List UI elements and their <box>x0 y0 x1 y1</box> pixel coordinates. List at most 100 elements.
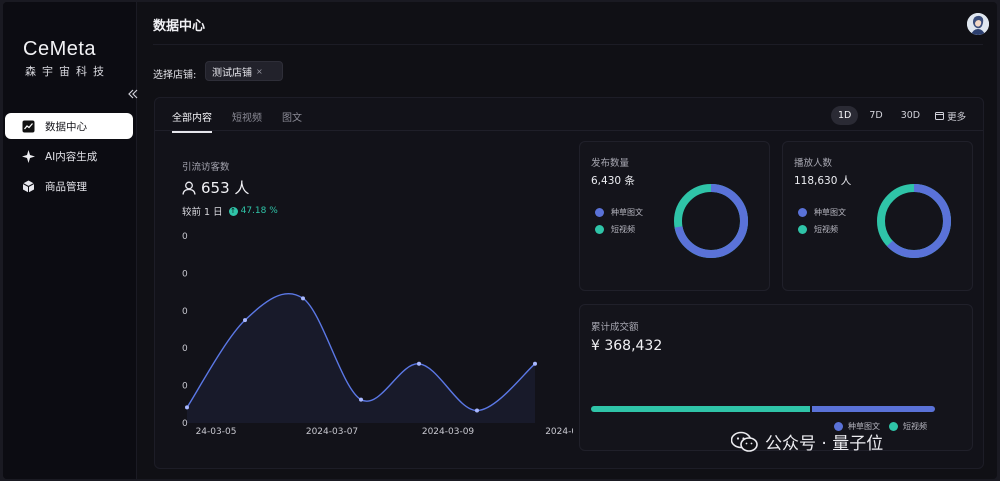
legend-label: 短视频 <box>814 225 838 234</box>
y-tick-label: 0 <box>182 232 188 242</box>
legend-item: 种草图文 <box>798 207 846 218</box>
wechat-icon <box>730 431 758 453</box>
legend-dot <box>834 422 843 431</box>
sidebar-item-label: 数据中心 <box>45 120 87 133</box>
visitors-line-chart: 0 0 0 0 0 0 24-03-05 2024-03-07 2024-03-09 2024-0… <box>182 232 573 436</box>
visitors-compare: 较前 1 日 ↑ 47.18 % <box>182 204 278 218</box>
data-point <box>359 397 363 402</box>
legend-label: 种草图文 <box>814 208 846 217</box>
close-icon[interactable]: × <box>256 66 263 76</box>
tab-all-content[interactable]: 全部内容 <box>172 109 212 133</box>
publish-donut-chart <box>674 184 748 258</box>
compare-label: 较前 1 日 <box>182 207 223 218</box>
watermark-text: 公众号 · 量子位 <box>765 434 884 454</box>
line-chart-icon <box>21 119 35 133</box>
data-point <box>475 408 479 413</box>
brand-logo: CeMeta 森宇宙科技 <box>23 38 123 79</box>
y-tick-label: 0 <box>182 269 188 279</box>
tabs-divider <box>155 130 983 131</box>
sidebar-item-label: 商品管理 <box>45 180 87 193</box>
publish-value: 6,430 条 <box>591 175 635 187</box>
legend-label: 短视频 <box>611 225 635 234</box>
x-tick-label: 2024-03-07 <box>306 427 358 436</box>
data-point <box>185 405 189 410</box>
legend-item: 短视频 <box>798 224 838 235</box>
tab-short-video[interactable]: 短视频 <box>232 113 262 124</box>
range-7d[interactable]: 7D <box>869 110 883 121</box>
date-range-selector: 1D 7D 30D 更多 <box>831 106 966 125</box>
double-chevron-left-icon[interactable] <box>128 88 138 102</box>
plays-count-card: 播放人数 118,630 人 种草图文 短视频 <box>782 141 973 291</box>
more-label: 更多 <box>947 111 967 123</box>
visitors-count: 653 人 <box>201 179 250 197</box>
data-point <box>417 361 421 366</box>
bar-segment-tuwen <box>812 406 935 412</box>
transactions-value: ¥ 368,432 <box>591 338 663 354</box>
legend-dot <box>798 225 807 234</box>
legend-dot <box>595 208 604 217</box>
plays-value: 118,630 人 <box>794 175 852 187</box>
range-1d[interactable]: 1D <box>831 106 859 125</box>
change-value: 47.18 % <box>240 206 278 216</box>
cube-icon <box>21 179 35 193</box>
sidebar-item-ai-content[interactable]: AI内容生成 <box>5 143 133 169</box>
legend-item: 种草图文 <box>595 207 643 218</box>
x-tick-label: 2024-03 <box>545 427 573 436</box>
y-tick-label: 0 <box>182 344 188 354</box>
content-tabs: 全部内容 短视频 图文 <box>172 109 302 133</box>
content-panel: 全部内容 短视频 图文 1D 7D 30D 更多 引流访客数 653 人 较前 … <box>154 97 984 469</box>
more-button[interactable]: 更多 <box>935 109 966 123</box>
brand-subtitle: 森宇宙科技 <box>25 65 110 78</box>
watermark: 公众号 · 量子位 <box>730 429 884 454</box>
store-select-label: 选择店铺: <box>153 70 197 81</box>
legend-label: 种草图文 <box>848 422 880 431</box>
donut-segment-tuwen <box>674 184 748 258</box>
plays-label: 播放人数 <box>794 158 833 169</box>
tab-image-text[interactable]: 图文 <box>282 113 302 124</box>
transactions-legend: 种草图文 短视频 <box>834 421 927 432</box>
legend-dot <box>798 208 807 217</box>
sidebar: CeMeta 森宇宙科技 数据中心 AI内容生成 商品管理 <box>3 2 138 479</box>
y-tick-label: 0 <box>182 382 188 392</box>
legend-dot <box>595 225 604 234</box>
visitors-value: 653 人 <box>182 177 249 198</box>
transactions-label: 累计成交额 <box>591 322 639 333</box>
y-tick-label: 0 <box>182 307 188 317</box>
plays-donut-chart <box>877 184 951 258</box>
data-point <box>243 318 247 323</box>
page-title: 数据中心 <box>153 19 206 34</box>
publish-label: 发布数量 <box>591 158 630 169</box>
user-icon <box>182 181 196 195</box>
sidebar-item-data-center[interactable]: 数据中心 <box>5 113 133 139</box>
data-point <box>533 361 537 366</box>
publish-count-card: 发布数量 6,430 条 种草图文 短视频 <box>579 141 770 291</box>
user-avatar-icon[interactable] <box>967 13 989 35</box>
calendar-icon <box>935 112 945 120</box>
y-tick-label: 0 <box>182 419 188 429</box>
range-30d[interactable]: 30D <box>900 110 921 121</box>
visitors-card: 引流访客数 653 人 较前 1 日 ↑ 47.18 % 0 0 0 0 0 0 24-03… <box>155 131 575 468</box>
donut-segment-tuwen <box>877 184 951 258</box>
data-point <box>301 296 305 301</box>
transactions-split-bar <box>591 406 935 412</box>
sidebar-item-label: AI内容生成 <box>45 150 98 163</box>
legend-label: 种草图文 <box>611 208 643 217</box>
change-badge: ↑ 47.18 % <box>228 206 278 216</box>
series-area <box>187 293 535 423</box>
brand-name: CeMeta <box>23 38 97 60</box>
x-tick-label: 2024-03-09 <box>422 427 475 436</box>
store-tag[interactable]: 测试店铺 × <box>205 61 283 81</box>
header-divider <box>153 44 983 45</box>
legend-dot <box>889 422 898 431</box>
bar-segment-video <box>591 406 811 412</box>
sidebar-item-products[interactable]: 商品管理 <box>5 173 133 199</box>
app-window: CeMeta 森宇宙科技 数据中心 AI内容生成 商品管理 数据中心 <box>3 2 997 479</box>
arrow-up-icon: ↑ <box>228 206 238 216</box>
sparkle-icon <box>21 149 35 163</box>
transactions-card: 累计成交额 ¥ 368,432 种草图文 短视频 <box>579 304 973 451</box>
legend-label: 短视频 <box>903 422 927 431</box>
legend-item: 短视频 <box>595 224 635 235</box>
visitors-label: 引流访客数 <box>182 162 230 173</box>
x-tick-label: 24-03-05 <box>196 427 237 436</box>
store-tag-label: 测试店铺 <box>212 67 252 79</box>
